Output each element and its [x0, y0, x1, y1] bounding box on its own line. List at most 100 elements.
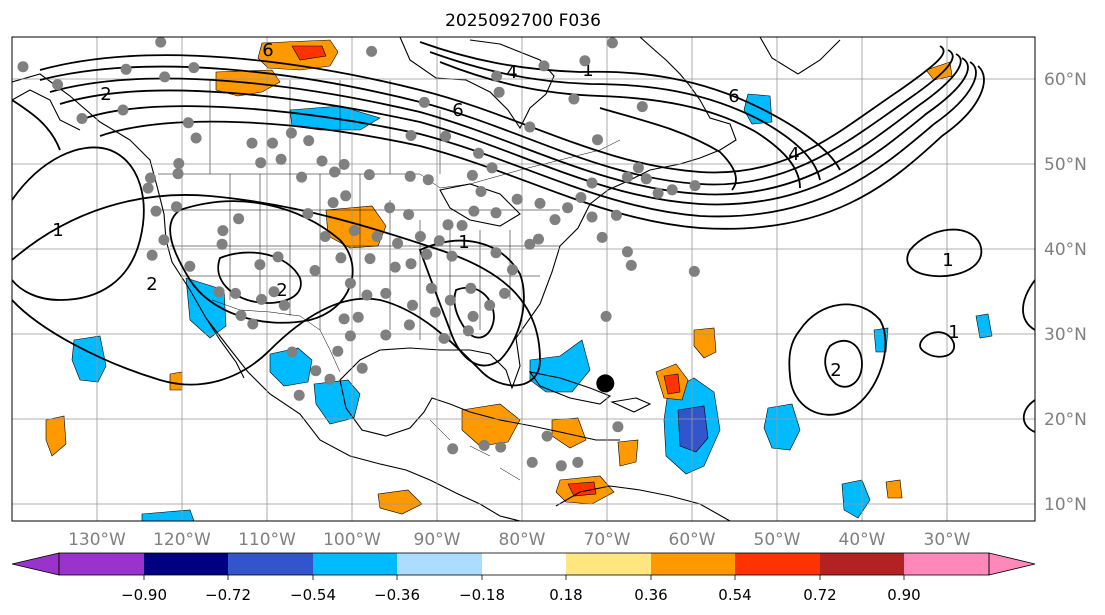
station-marker — [562, 202, 574, 214]
station-marker — [293, 389, 305, 401]
station-marker — [246, 137, 258, 149]
station-marker — [256, 293, 267, 305]
colorbar-segment — [651, 553, 735, 575]
shade-blob-lightblue — [269, 347, 313, 387]
station-marker — [689, 180, 701, 192]
contour-label: 4 — [788, 144, 799, 165]
shade-blob-orange — [377, 489, 423, 515]
colorbar-tick-label: −0.36 — [374, 586, 420, 604]
shade-blob-lightblue — [763, 403, 801, 451]
station-marker — [555, 460, 567, 472]
station-marker — [158, 234, 170, 246]
station-marker — [526, 456, 538, 468]
shade-blob-orange — [885, 479, 903, 499]
colorbar-tick-label: −0.72 — [205, 586, 251, 604]
station-marker — [478, 439, 490, 451]
station-marker — [278, 299, 290, 311]
shade-blob-lightblue — [529, 339, 591, 393]
station-marker — [338, 313, 350, 325]
contour-lines — [12, 41, 1035, 433]
coastline-pacific — [12, 73, 521, 521]
coastline-cuba — [528, 371, 612, 405]
station-marker — [303, 135, 315, 147]
station-marker — [596, 231, 608, 243]
station-marker — [533, 233, 544, 245]
contour-trough-east-inner — [453, 286, 495, 339]
station-marker — [319, 231, 331, 242]
contour-label: 1 — [948, 322, 959, 343]
station-marker — [335, 252, 347, 264]
station-marker — [466, 169, 478, 181]
contour-jet-band — [99, 65, 985, 230]
lon-tick-label: 100°W — [323, 530, 381, 550]
station-marker — [421, 248, 433, 260]
contour-east-small — [906, 228, 983, 278]
contour-jet-band — [39, 45, 945, 174]
colorbar: −0.90 −0.72 −0.54 −0.36 −0.18 0.18 0.36 … — [11, 552, 1036, 604]
station-marker — [640, 173, 652, 185]
lat-tick-label: 20°N — [1044, 410, 1087, 430]
shade-blob-lightblue — [313, 379, 361, 425]
contour-low-west — [169, 200, 354, 324]
contour-label: 6 — [728, 86, 739, 107]
colorbar-tick-label: 0.72 — [803, 586, 836, 604]
station-marker — [145, 172, 156, 184]
contour-labels: 6 4 6 6 4 2 2 2 1 1 2 1 1 1 — [52, 40, 959, 381]
station-marker — [475, 186, 487, 197]
station-marker — [473, 147, 485, 159]
station-marker — [188, 62, 200, 74]
colorbar-segment — [566, 553, 651, 575]
station-marker — [171, 201, 182, 213]
contour-west-coast — [12, 146, 145, 301]
station-marker — [327, 197, 339, 209]
station-marker — [490, 247, 502, 259]
shade-blob-orange — [925, 61, 953, 81]
station-marker — [666, 184, 678, 196]
contour-atlantic-closed — [788, 303, 887, 416]
station-marker — [172, 168, 184, 180]
shade-blob-orange — [169, 371, 183, 391]
station-marker — [600, 310, 612, 322]
station-marker — [296, 171, 308, 183]
border-us-canada — [158, 139, 621, 189]
colorbar-segment — [735, 553, 820, 575]
station-marker — [267, 137, 278, 149]
station-marker — [366, 45, 378, 57]
station-marker — [467, 310, 479, 322]
shade-blob-blue — [677, 405, 709, 453]
map-background — [12, 37, 1035, 521]
colorbar-tick-label: 0.54 — [718, 586, 751, 604]
station-marker — [344, 277, 356, 289]
shade-blob-red — [663, 373, 681, 395]
station-marker — [389, 261, 401, 273]
station-marker — [465, 282, 477, 294]
station-marker — [610, 209, 622, 221]
station-marker — [380, 329, 392, 341]
station-marker — [612, 421, 624, 433]
contour-jet-band — [599, 107, 737, 191]
contour-label: 1 — [942, 250, 953, 271]
station-marker — [621, 246, 633, 258]
station-marker — [468, 205, 480, 217]
station-marker — [146, 249, 158, 261]
map-frame — [11, 36, 1036, 522]
station-marker — [371, 231, 383, 242]
border-provinces — [209, 80, 441, 174]
station-marker — [285, 127, 297, 139]
lon-tick-label: 40°W — [839, 530, 886, 550]
contour-east-small-2 — [919, 331, 955, 358]
station-marker — [310, 365, 322, 377]
station-marker — [625, 259, 637, 271]
station-marker — [182, 117, 194, 129]
colorbar-ticks — [143, 575, 905, 580]
contour-east-edge-2 — [1022, 399, 1035, 433]
station-marker — [403, 319, 415, 331]
station-marker — [586, 177, 598, 189]
contour-east-edge — [1022, 279, 1035, 331]
station-marker — [632, 162, 644, 174]
station-marker — [247, 318, 259, 330]
shade-blob-lightblue — [975, 313, 993, 339]
station-marker — [173, 158, 185, 169]
station-marker — [446, 250, 458, 262]
station-marker — [442, 219, 454, 231]
